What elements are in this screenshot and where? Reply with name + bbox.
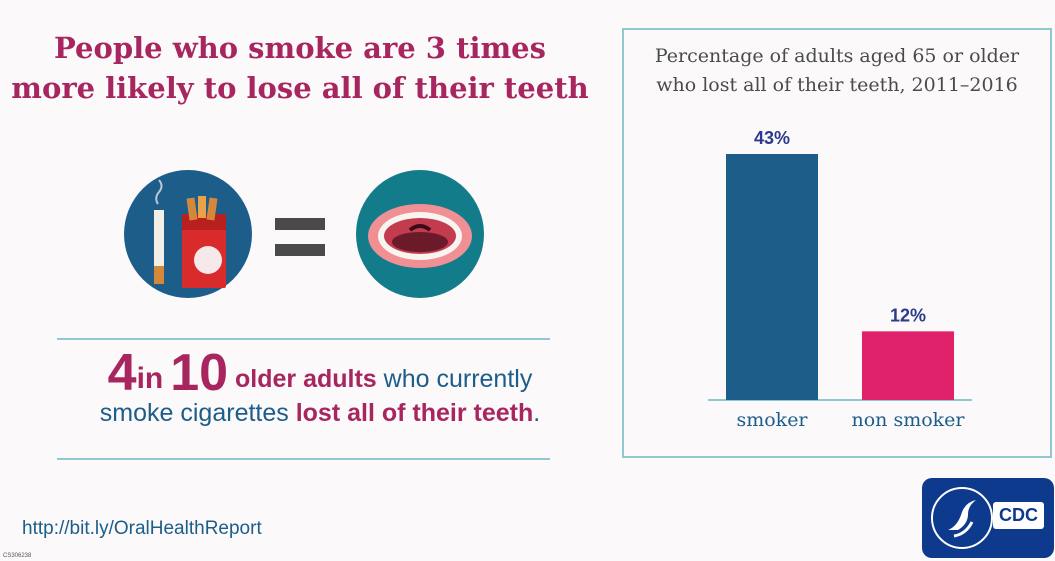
divider-bottom bbox=[57, 458, 550, 460]
stat-word-in: in bbox=[136, 362, 164, 395]
stat-number-10: 10 bbox=[170, 344, 229, 402]
bar-non-smoker bbox=[862, 331, 954, 400]
hhs-eagle-icon bbox=[931, 487, 993, 549]
divider-top bbox=[57, 338, 550, 340]
stat-period: . bbox=[533, 399, 541, 427]
category-label-smoker: smoker bbox=[736, 409, 808, 431]
headline-line-1: People who smoke are 3 times bbox=[54, 31, 546, 65]
data-label-non-smoker: 12% bbox=[890, 305, 926, 325]
category-label-non-smoker: non smoker bbox=[852, 409, 966, 431]
oral-health-report-link[interactable]: http://bit.ly/OralHealthReport bbox=[22, 518, 262, 539]
stat-number-4: 4 bbox=[107, 344, 137, 402]
stat-lost-teeth: lost all of their teeth bbox=[295, 399, 534, 427]
stat-smoke-cigarettes: smoke cigarettes bbox=[99, 399, 289, 427]
stat-who-currently: who currently bbox=[383, 365, 533, 393]
stat-older-adults: older adults bbox=[235, 365, 377, 393]
data-label-smoker: 43% bbox=[754, 128, 790, 148]
chart-title-line-2: who lost all of their teeth, 2011–2016 bbox=[656, 74, 1018, 96]
cigarette-pack-icon bbox=[124, 170, 252, 298]
chart-title: Percentage of adults aged 65 or older wh… bbox=[624, 42, 1050, 100]
cdc-text: CDC bbox=[993, 502, 1044, 529]
equals-icon bbox=[275, 218, 325, 256]
open-mouth-icon bbox=[356, 170, 484, 298]
icon-row bbox=[124, 170, 484, 298]
bar-chart: 43% smoker 12% non smoker bbox=[708, 128, 972, 431]
publication-code: CS306238 bbox=[3, 553, 32, 559]
headline: People who smoke are 3 times more likely… bbox=[0, 28, 600, 108]
chart-panel: Percentage of adults aged 65 or older wh… bbox=[622, 28, 1052, 458]
headline-line-2: more likely to lose all of their teeth bbox=[11, 71, 589, 105]
bar-smoker bbox=[726, 154, 818, 400]
chart-title-line-1: Percentage of adults aged 65 or older bbox=[654, 45, 1020, 67]
stat-statement: 4in 10 older adults who currently smoke … bbox=[60, 347, 580, 430]
cdc-logo: CDC bbox=[922, 478, 1054, 558]
